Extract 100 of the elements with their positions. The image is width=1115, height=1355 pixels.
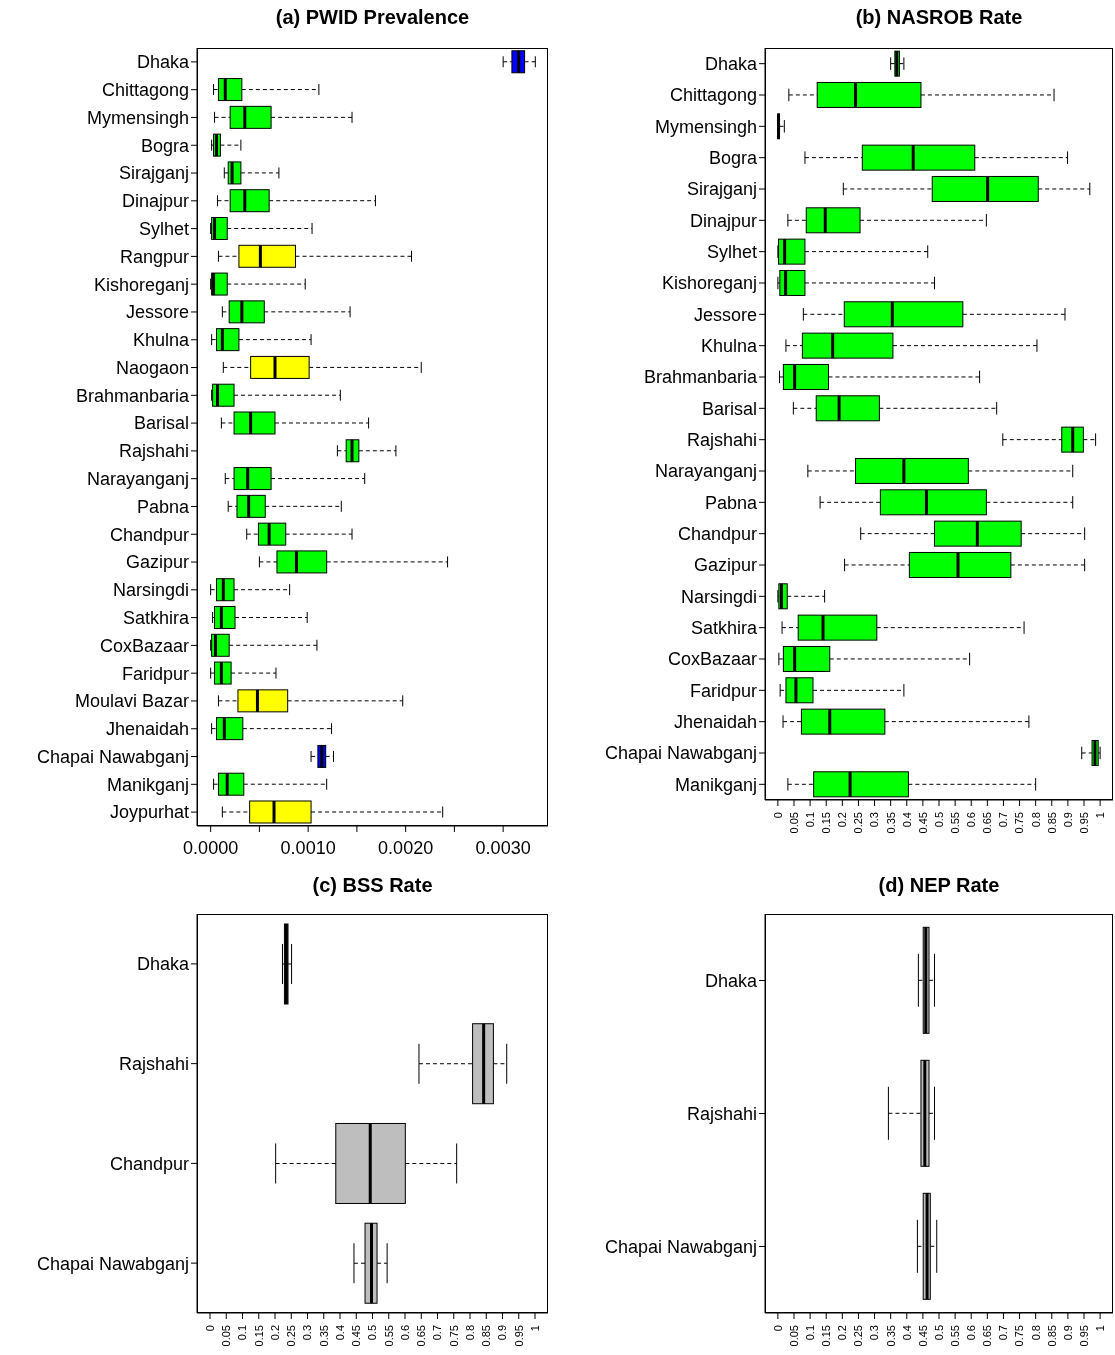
- y-tick-label: Jessore: [125, 302, 189, 323]
- y-tick-label: Narayanganj: [654, 461, 757, 482]
- x-tick-label: 0.15: [252, 1325, 265, 1347]
- x-tick-label: 1: [1093, 1325, 1106, 1332]
- y-tick-label: Gazipur: [693, 555, 757, 576]
- x-tick-label: 0.1: [803, 812, 816, 828]
- x-tick-label: 0.75: [1013, 812, 1026, 834]
- x-tick-label: 0.7: [431, 1325, 444, 1341]
- y-tick-label: Sirajganj: [686, 179, 757, 200]
- x-tick-label: 0.3: [868, 1325, 881, 1341]
- x-tick-label: 0.35: [317, 1325, 330, 1347]
- y-tick-label: Pabna: [704, 492, 758, 513]
- x-tick-label: 0.95: [1077, 812, 1090, 834]
- x-tick-label: 0.65: [981, 812, 994, 834]
- x-tick-label: 0.55: [948, 812, 961, 834]
- x-tick-label: 0.95: [1077, 1325, 1090, 1347]
- chart-title: (b) NASROB Rate: [854, 6, 1024, 29]
- y-tick-label: Dhaka: [136, 52, 190, 73]
- y-tick-label: Chapai Nawabganj: [36, 746, 189, 767]
- x-tick-label: 0.05: [220, 1325, 233, 1347]
- y-tick-label: Narayanganj: [86, 469, 189, 490]
- y-tick-label: CoxBazaar: [667, 649, 757, 670]
- x-tick-label: 0.45: [916, 812, 929, 834]
- y-tick-label: Barisal: [133, 413, 189, 434]
- x-tick-label: 0.15: [820, 1325, 833, 1347]
- y-tick-label: Narsingdi: [680, 586, 757, 607]
- x-tick-label: 0.6: [965, 1325, 978, 1341]
- x-tick-label: 0: [203, 1325, 216, 1332]
- y-tick-label: Barisal: [701, 398, 757, 419]
- y-tick-label: Brahmanbaria: [643, 367, 758, 388]
- y-tick-label: Moulavi Bazar: [74, 691, 190, 712]
- y-tick-label: Rajshahi: [118, 441, 189, 462]
- x-tick-label: 0.15: [820, 812, 833, 834]
- x-tick-label: 0.4: [333, 1325, 346, 1341]
- x-tick-label: 0.35: [884, 1325, 897, 1347]
- y-tick-label: Manikganj: [106, 774, 189, 795]
- y-tick-label: Narsingdi: [112, 580, 189, 601]
- y-tick-label: Rajshahi: [686, 430, 757, 451]
- x-tick-label: 0.85: [480, 1325, 493, 1347]
- y-tick-label: Jhenaidah: [673, 712, 757, 733]
- y-tick-label: Khulna: [700, 336, 758, 357]
- y-tick-label: Sirajganj: [118, 163, 189, 184]
- x-tick-label: 0.85: [1045, 1325, 1058, 1347]
- y-tick-label: Mymensingh: [86, 107, 189, 128]
- x-tick-label: 0.0020: [378, 838, 434, 859]
- y-tick-label: Sylhet: [706, 242, 757, 263]
- x-tick-label: 0.4: [900, 1325, 913, 1341]
- y-tick-label: Rajshahi: [686, 1103, 757, 1124]
- y-tick-label: Dhaka: [704, 970, 758, 991]
- y-tick-label: Mymensingh: [654, 116, 757, 137]
- y-tick-label: Rangpur: [119, 246, 190, 267]
- y-tick-label: Rajshahi: [118, 1054, 189, 1075]
- x-tick-label: 0.2: [836, 1325, 849, 1341]
- x-tick-label: 0.2: [836, 812, 849, 828]
- y-tick-label: Gazipur: [125, 552, 189, 573]
- x-tick-label: 0.8: [1029, 1325, 1042, 1341]
- x-tick-label: 0.05: [787, 812, 800, 834]
- y-tick-label: Satkhira: [122, 608, 190, 628]
- y-tick-label: Dhaka: [704, 54, 758, 75]
- x-tick-label: 0.7: [997, 1325, 1010, 1341]
- y-tick-label: Chandpur: [677, 524, 757, 545]
- y-tick-label: Satkhira: [690, 618, 758, 639]
- x-tick-label: 0.0010: [280, 838, 336, 859]
- y-tick-label: Joypurhat: [109, 802, 189, 823]
- y-tick-label: Pabna: [136, 496, 190, 517]
- x-tick-label: 0.95: [512, 1325, 525, 1347]
- x-tick-label: 0.8: [463, 1325, 476, 1341]
- y-tick-label: Kishoreganj: [661, 273, 757, 294]
- x-tick-label: 0.3: [301, 1325, 314, 1341]
- y-tick-label: CoxBazaar: [99, 635, 189, 656]
- x-tick-label: 0.7: [997, 812, 1010, 828]
- x-tick-label: 0.75: [447, 1325, 460, 1347]
- x-tick-label: 1: [1093, 812, 1106, 819]
- x-tick-label: 0.3: [868, 812, 881, 828]
- y-tick-label: Naogaon: [115, 357, 189, 378]
- y-tick-label: Bogra: [140, 135, 190, 156]
- y-tick-label: Chandpur: [109, 524, 189, 545]
- y-tick-label: Chapai Nawabganj: [604, 1236, 757, 1257]
- x-tick-label: 0: [771, 812, 784, 819]
- x-tick-label: 0.6: [398, 1325, 411, 1341]
- y-tick-label: Chandpur: [109, 1153, 189, 1174]
- x-tick-label: 0.05: [787, 1325, 800, 1347]
- y-tick-label: Faridpur: [689, 680, 757, 701]
- x-tick-label: 0.25: [852, 1325, 865, 1347]
- x-tick-label: 0.0030: [475, 838, 531, 859]
- x-tick-label: 0.25: [285, 1325, 298, 1347]
- x-tick-label: 0.1: [236, 1325, 249, 1341]
- x-tick-label: 0.6: [965, 812, 978, 828]
- x-tick-label: 0.85: [1045, 812, 1058, 834]
- y-tick-label: Brahmanbaria: [75, 385, 190, 406]
- x-tick-label: 0.65: [415, 1325, 428, 1347]
- y-tick-label: Dinajpur: [121, 191, 189, 212]
- x-tick-label: 0.25: [852, 812, 865, 834]
- x-tick-label: 0.0000: [183, 838, 239, 859]
- chart-title: (a) PWID Prevalence: [274, 6, 471, 29]
- y-tick-label: Jessore: [693, 304, 757, 325]
- y-tick-label: Dinajpur: [689, 210, 757, 231]
- chart-title: (c) BSS Rate: [311, 874, 434, 897]
- x-tick-label: 0.8: [1029, 812, 1042, 828]
- y-tick-label: Jhenaidah: [105, 719, 189, 740]
